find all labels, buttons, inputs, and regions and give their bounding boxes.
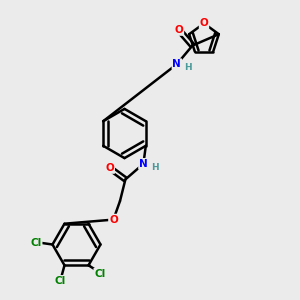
Text: O: O [109,214,118,225]
Text: O: O [175,25,183,35]
Text: Cl: Cl [30,238,42,248]
Text: O: O [200,18,208,28]
Text: Cl: Cl [54,276,66,286]
Text: N: N [172,59,181,69]
Text: Cl: Cl [94,269,106,279]
Text: H: H [184,63,192,72]
Text: O: O [105,163,114,173]
Text: H: H [151,163,159,172]
Text: N: N [139,159,148,169]
